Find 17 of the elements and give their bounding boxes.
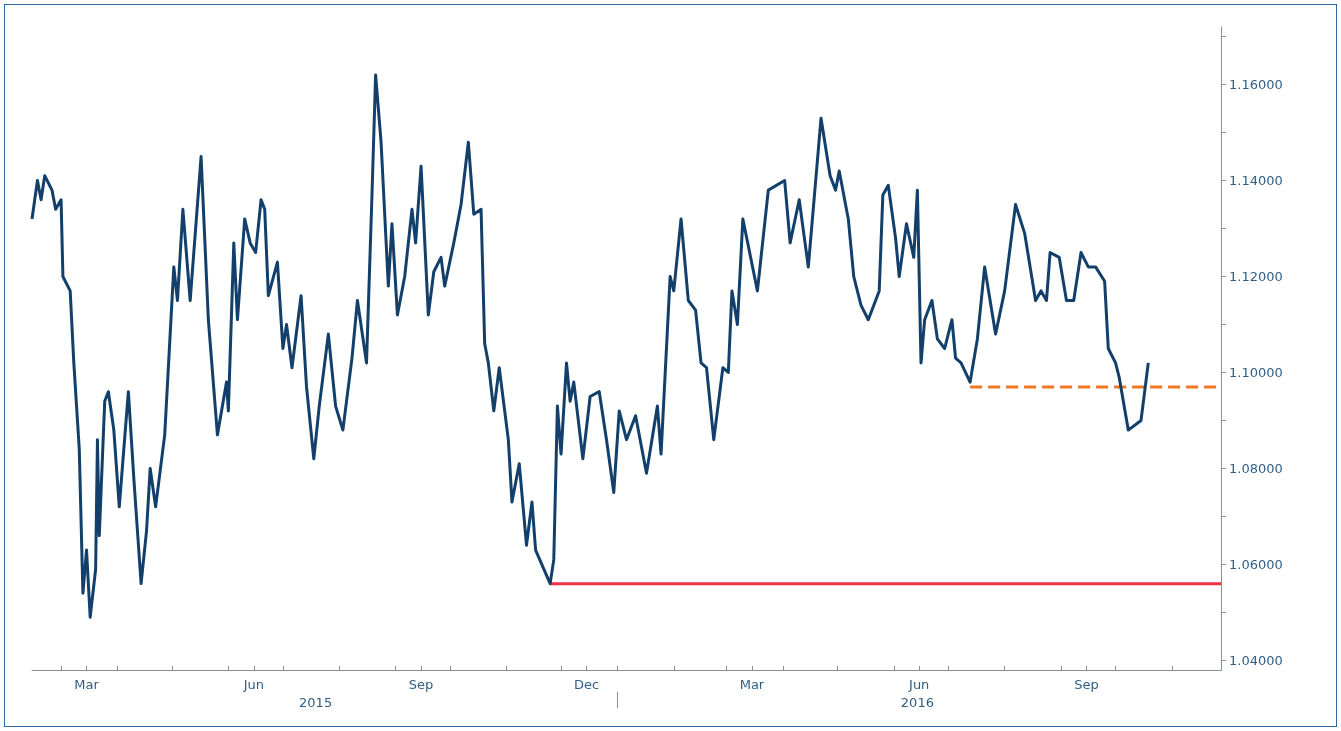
- x2-tick-label: 2016: [900, 695, 934, 710]
- x2-tick-label: 2015: [299, 695, 333, 710]
- y-tick-label: 1.12000: [1229, 269, 1283, 285]
- y-tick-label: 1.16000: [1229, 77, 1283, 93]
- x-tick-label: Jun: [908, 677, 930, 692]
- x-tick-label: Dec: [573, 677, 600, 692]
- y-tick-label: 1.06000: [1229, 556, 1283, 572]
- x-tick-label: Sep: [1074, 677, 1099, 692]
- x-tick-label: Sep: [408, 677, 434, 692]
- y-tick-label: 1.04000: [1229, 652, 1283, 668]
- y-tick-label: 1.14000: [1229, 173, 1283, 189]
- x-tick-label: Mar: [739, 677, 765, 692]
- y-tick-label: 1.08000: [1229, 460, 1283, 476]
- x-tick-label: Jun: [242, 677, 264, 692]
- y-tick-label: 1.10000: [1229, 364, 1283, 380]
- line-series: [30, 73, 1150, 619]
- x-tick-label: Mar: [74, 677, 100, 692]
